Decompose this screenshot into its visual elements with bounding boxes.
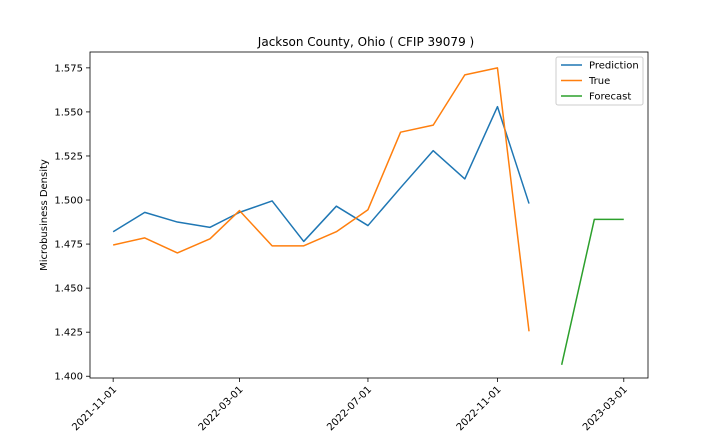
y-axis: 1.400 1.425 1.450 1.475 1.500 1.525 1.550 1.575 <box>54 63 90 383</box>
legend-label-forecast: Forecast <box>589 92 631 103</box>
legend-box <box>555 56 644 106</box>
y-tick-label: 1.400 <box>54 372 83 383</box>
series-line-forecast <box>560 218 624 365</box>
legend-label-prediction: Prediction <box>589 61 639 72</box>
plot-frame <box>89 51 649 379</box>
x-tick-label: 2022-03-01 <box>197 384 246 432</box>
plot-area <box>89 51 649 379</box>
x-tick-label: 2022-07-01 <box>325 384 374 432</box>
y-tick-label: 1.450 <box>54 284 83 295</box>
chart-title: Jackson County, Ohio ( CFIP 39079 ) <box>257 35 474 49</box>
x-tick-label: 2022-11-01 <box>455 384 504 432</box>
y-tick-label: 1.425 <box>54 328 83 339</box>
y-tick-label: 1.525 <box>54 151 83 162</box>
x-tick-label: 2023-03-01 <box>581 384 630 432</box>
series-layer <box>112 67 624 365</box>
x-axis: 2021-11-01 2022-03-01 2022-07-01 2022-11-01… <box>70 378 630 432</box>
y-tick-label: 1.575 <box>54 63 83 74</box>
y-axis-label: Microbusiness Density <box>39 159 50 271</box>
series-line-true <box>112 67 530 332</box>
y-tick-label: 1.500 <box>54 196 83 207</box>
legend-label-true: True <box>588 76 610 87</box>
legend: Prediction True Forecast <box>555 56 644 106</box>
series-line-prediction <box>112 105 530 243</box>
y-tick-label: 1.475 <box>54 240 83 251</box>
y-tick-label: 1.550 <box>54 107 83 118</box>
x-tick-label: 2021-11-01 <box>70 384 119 432</box>
